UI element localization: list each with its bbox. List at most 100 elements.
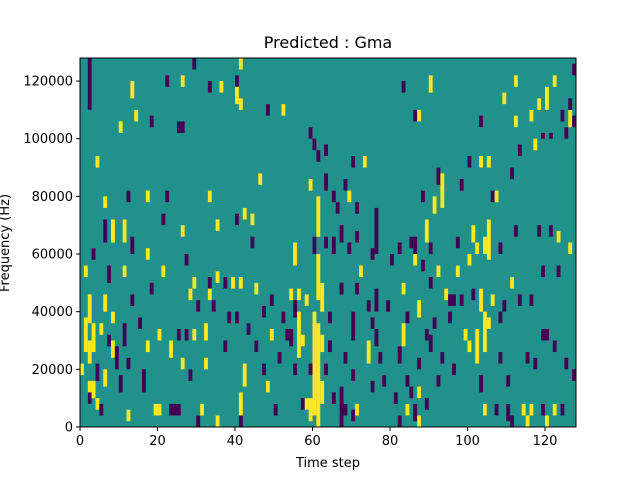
heatmap-cell-high xyxy=(118,121,123,133)
heatmap-cell-low xyxy=(293,300,298,318)
heatmap-cell-low xyxy=(556,265,561,278)
heatmap-cell-low xyxy=(382,375,387,387)
heatmap-cell-high xyxy=(122,265,127,278)
heatmap-cell-high xyxy=(87,340,92,364)
heatmap-cell-low xyxy=(328,340,332,353)
y-axis: 0 20000 40000 60000 80000 100000 120000 xyxy=(23,75,80,436)
heatmap-cell-low xyxy=(572,115,577,128)
x-tick-label: 60 xyxy=(304,434,321,449)
heatmap-cell-high xyxy=(424,219,429,243)
heatmap-cell-high xyxy=(204,357,208,370)
heatmap-cell-low xyxy=(165,190,170,203)
heatmap-cell-low xyxy=(188,369,193,381)
heatmap-cell-low xyxy=(107,265,112,283)
heatmap-cell-high xyxy=(514,115,518,128)
heatmap-cell-low xyxy=(176,328,181,341)
heatmap-cell-high xyxy=(293,242,298,266)
heatmap-cell-low xyxy=(196,300,201,312)
heatmap-cell-low xyxy=(161,213,166,226)
heatmap-cell-low xyxy=(91,248,96,260)
heatmap-cell-high xyxy=(316,323,321,427)
heatmap-cell-low xyxy=(351,311,356,341)
heatmap-cell-low xyxy=(564,127,569,139)
heatmap-cell-low xyxy=(114,346,119,370)
heatmap-cell-high xyxy=(436,265,441,278)
heatmap-cell-low xyxy=(118,375,123,393)
heatmap-cell-low xyxy=(238,415,243,427)
heatmap-cell-low xyxy=(246,323,251,335)
heatmap-cell-low xyxy=(176,403,181,416)
heatmap-cell-low xyxy=(529,294,534,306)
heatmap-cell-low xyxy=(552,340,557,353)
heatmap-cell-high xyxy=(242,207,247,220)
heatmap-cell-high xyxy=(192,277,197,289)
chart-title: Predicted : Gma xyxy=(264,33,392,52)
heatmap-cell-high xyxy=(417,415,422,427)
heatmap-cell-low xyxy=(227,311,232,324)
heatmap-cell-low xyxy=(548,132,553,139)
heatmap-cell-low xyxy=(165,75,170,87)
heatmap-cell-low xyxy=(211,300,216,312)
heatmap-cell-low xyxy=(452,294,456,306)
heatmap-cell-low xyxy=(572,63,577,76)
heatmap-cell-high xyxy=(552,403,557,416)
heatmap-cell-high xyxy=(359,265,363,278)
heatmap-cell-high xyxy=(99,323,104,335)
heatmap-cell-low xyxy=(103,219,108,243)
heatmap-cell-low xyxy=(331,236,336,255)
heatmap-cell-high xyxy=(219,81,224,93)
heatmap-cell-low xyxy=(343,179,348,191)
heatmap-cell-high xyxy=(207,288,212,301)
heatmap-cell-low xyxy=(235,311,239,324)
heatmap-cell-low xyxy=(343,403,348,416)
x-tick-label: 20 xyxy=(149,434,166,449)
heatmap-cell-high xyxy=(467,254,472,266)
heatmap-cell-high xyxy=(486,156,491,168)
heatmap-cell-low xyxy=(421,190,425,203)
heatmap-cell-high xyxy=(153,403,158,416)
heatmap-cell-low xyxy=(424,398,429,410)
y-axis-label: Frequency (Hz) xyxy=(0,194,13,292)
heatmap-cell-low xyxy=(355,202,360,214)
heatmap-cell-high xyxy=(347,190,352,203)
heatmap-cell-low xyxy=(502,300,507,312)
heatmap-cell-high xyxy=(432,196,437,214)
heatmap-cell-high xyxy=(297,288,301,301)
heatmap-cell-low xyxy=(510,415,515,427)
heatmap-cell-low xyxy=(355,282,360,295)
heatmap-cell-high xyxy=(238,58,243,70)
heatmap-cell-low xyxy=(343,352,348,364)
heatmap-cell-high xyxy=(483,236,487,255)
heatmap-cell-high xyxy=(320,380,325,404)
heatmap-cell-low xyxy=(335,202,340,214)
heatmap-cell-low xyxy=(517,144,522,157)
heatmap-cell-high xyxy=(83,317,88,353)
heatmap-cell-low xyxy=(545,328,549,341)
heatmap-cell-high xyxy=(529,403,534,416)
heatmap-cell-low xyxy=(176,121,181,133)
x-tick-label: 100 xyxy=(455,434,480,449)
heatmap-cell-high xyxy=(514,75,518,87)
heatmap-cell-low xyxy=(436,167,441,185)
y-tick-label: 0 xyxy=(65,421,73,436)
heatmap-cell-low xyxy=(293,363,298,376)
heatmap-cell-high xyxy=(490,294,495,306)
heatmap-cell-high xyxy=(304,294,309,306)
heatmap-cell-high xyxy=(320,334,325,353)
heatmap-cell-low xyxy=(107,334,112,347)
heatmap-cell-low xyxy=(130,294,135,306)
x-tick-label: 40 xyxy=(227,434,244,449)
heatmap-cell-low xyxy=(506,403,511,422)
heatmap-cell-high xyxy=(111,219,115,243)
heatmap-cell-high xyxy=(475,328,480,364)
heatmap-cell-high xyxy=(444,288,449,301)
heatmap-cell-low xyxy=(417,357,422,370)
heatmap-cell-high xyxy=(568,109,573,128)
heatmap-cell-high xyxy=(455,265,460,278)
heatmap-cell-low xyxy=(370,248,375,260)
heatmap-cell-low xyxy=(324,173,329,191)
heatmap-cell-low xyxy=(448,311,453,324)
heatmap-cell-low xyxy=(262,305,267,318)
heatmap-cell-high xyxy=(238,98,243,110)
heatmap-cell-high xyxy=(180,225,185,237)
